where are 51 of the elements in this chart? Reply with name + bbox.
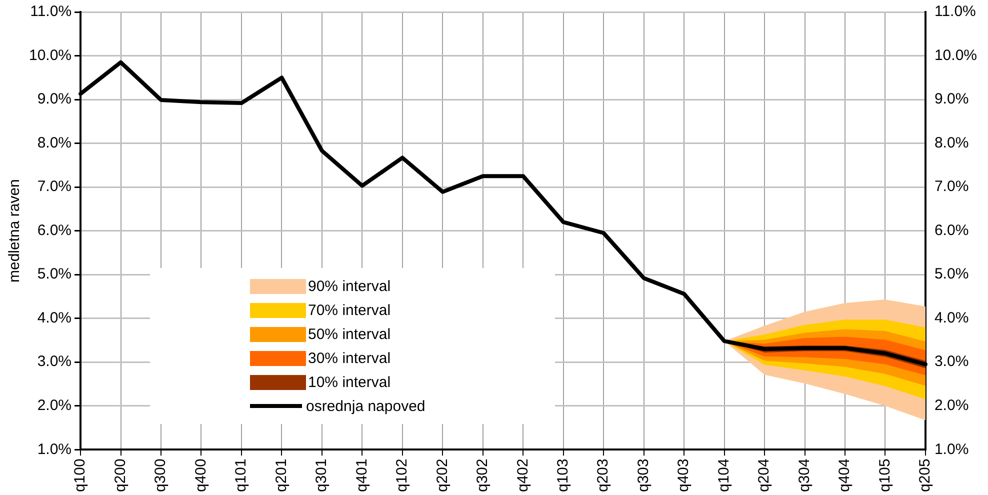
y-tick-label: 10.0% (28, 46, 72, 64)
x-tick-label: q100 (72, 458, 89, 492)
x-tick-label: q303 (634, 458, 652, 492)
x-tick-label: q203 (594, 458, 612, 492)
y-tick-label: 5.0% (37, 266, 72, 283)
x-tick-label: q101 (232, 458, 250, 492)
legend-label: osrednja napoved (306, 398, 426, 414)
y2-tick-label: 1.0% (934, 440, 969, 458)
x-tick-label: q105 (876, 458, 894, 492)
y2-tick-label: 5.0% (934, 266, 969, 283)
y-tick-label: 9.0% (37, 90, 72, 108)
x-tick-label: q200 (112, 458, 129, 492)
x-tick-label: q204 (756, 458, 773, 492)
y-tick-label: 11.0% (30, 3, 72, 20)
y2-tick-label: 10.0% (934, 46, 978, 64)
y-tick-label: 3.0% (37, 353, 72, 370)
x-tick-label: q202 (434, 458, 451, 492)
legend-label: 90% interval (308, 278, 391, 294)
x-tick-label: q103 (554, 458, 572, 492)
x-tick-label: q404 (836, 458, 854, 492)
y-tick-label: 4.0% (37, 309, 72, 326)
y-axis-title: medletna raven (6, 179, 24, 283)
legend-label: 70% interval (308, 302, 391, 318)
y-tick-label: 7.0% (37, 178, 72, 196)
x-tick-label: q402 (514, 458, 532, 492)
x-tick-label: q403 (675, 458, 692, 492)
y2-tick-label: 11.0% (934, 3, 976, 20)
y2-tick-label: 6.0% (934, 222, 969, 239)
x-tick-label: q301 (313, 458, 330, 492)
legend-label: 30% interval (308, 350, 391, 366)
x-tick-label: q400 (192, 458, 210, 492)
x-tick-label: q205 (916, 458, 934, 492)
y-tick-label: 6.0% (37, 222, 72, 239)
x-tick-label: q304 (796, 458, 813, 492)
y2-tick-label: 3.0% (934, 353, 969, 370)
y2-tick-label: 9.0% (934, 90, 969, 108)
y-tick-label: 2.0% (37, 397, 72, 414)
y-tick-label: 1.0% (37, 440, 72, 458)
x-tick-label: q302 (474, 458, 492, 492)
y-tick-label: 8.0% (37, 134, 72, 152)
legend-label: 50% interval (308, 326, 391, 342)
y2-tick-label: 2.0% (934, 397, 969, 414)
y2-tick-label: 4.0% (934, 309, 969, 326)
x-tick-label: q401 (353, 458, 370, 492)
x-tick-label: q102 (394, 458, 411, 492)
y2-tick-label: 8.0% (934, 134, 969, 152)
x-tick-label: q104 (715, 458, 732, 492)
legend-label: 10% interval (308, 374, 391, 390)
x-tick-label: q300 (152, 458, 170, 492)
y2-tick-label: 7.0% (934, 178, 969, 196)
x-tick-label: q201 (272, 458, 290, 492)
